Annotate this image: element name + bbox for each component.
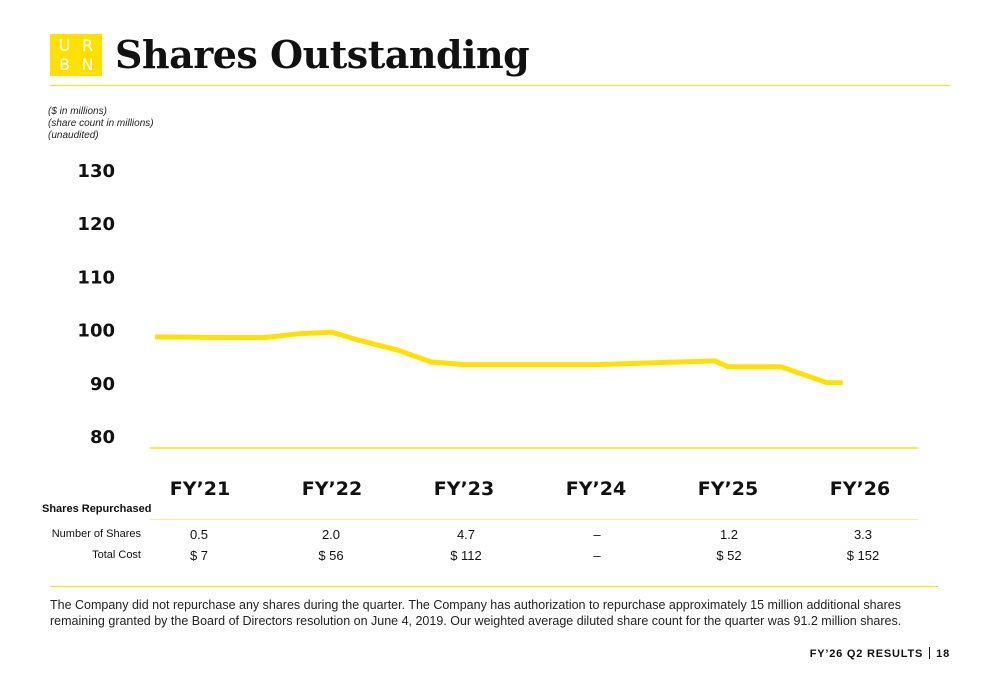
table-cell: – — [593, 548, 601, 563]
note-line: (unaudited) — [48, 130, 99, 141]
x-tick-label: FY’21 — [170, 478, 230, 500]
x-tick-label: FY’25 — [698, 478, 758, 500]
y-tick-label: 130 — [77, 161, 115, 182]
logo-letter: R — [81, 35, 94, 55]
y-tick-label: 100 — [77, 321, 115, 342]
table-cell: $ 52 — [716, 548, 742, 563]
note-line: ($ in millions) — [48, 106, 107, 117]
table-cell: $ 152 — [846, 548, 880, 563]
y-tick-label: 90 — [90, 374, 115, 395]
logo-letter: B — [59, 54, 70, 74]
y-axis-ticks: 130 120 110 100 90 80 — [77, 161, 115, 448]
series-line — [154, 329, 843, 386]
x-tick-label: FY’26 — [830, 478, 890, 500]
x-tick-label: FY’22 — [302, 478, 362, 500]
logo-letter: N — [81, 54, 94, 74]
footnote-divider — [50, 586, 938, 587]
title-divider — [50, 85, 950, 86]
table-row-label: Number of Shares — [51, 528, 141, 540]
y-tick-label: 110 — [77, 267, 115, 288]
table-cell: 0.5 — [189, 527, 209, 542]
table-heading: Shares Repurchased — [42, 503, 152, 515]
table-cell: $ 112 — [450, 548, 482, 563]
chart-notes: ($ in millions) (share count in millions… — [48, 106, 154, 142]
series-lines — [154, 329, 843, 386]
table-cell: 1.2 — [719, 527, 739, 542]
x-tick-label: FY’24 — [566, 478, 626, 500]
y-tick-label: 80 — [90, 427, 115, 448]
table-cell: 3.3 — [853, 527, 873, 542]
table-cell: $ 7 — [189, 548, 209, 563]
table-cell: 4.7 — [456, 527, 476, 542]
table-row-label: Total Cost — [92, 549, 141, 561]
page-footer: FY’26 Q2 RESULTS 18 — [810, 647, 950, 660]
note-line: (share count in millions) — [48, 118, 154, 129]
table-cell: – — [593, 527, 601, 542]
table-cell: 2.0 — [321, 527, 341, 542]
table-cell: $ 56 — [318, 548, 344, 563]
urbn-logo: U R B N — [50, 34, 102, 76]
y-tick-label: 120 — [77, 214, 115, 235]
footer-label: FY’26 Q2 RESULTS — [809, 648, 924, 660]
footnote: The Company did not repurchase any share… — [50, 598, 902, 628]
logo-letter: U — [58, 35, 71, 55]
x-tick-label: FY’23 — [434, 478, 494, 500]
page-title: Shares Outstanding — [115, 32, 530, 77]
x-axis-ticks: FY’21 FY’22 FY’23 FY’24 FY’25 FY’26 — [170, 478, 890, 500]
page-number: 18 — [936, 648, 950, 660]
footer-separator — [929, 647, 931, 659]
table-divider — [150, 519, 918, 520]
